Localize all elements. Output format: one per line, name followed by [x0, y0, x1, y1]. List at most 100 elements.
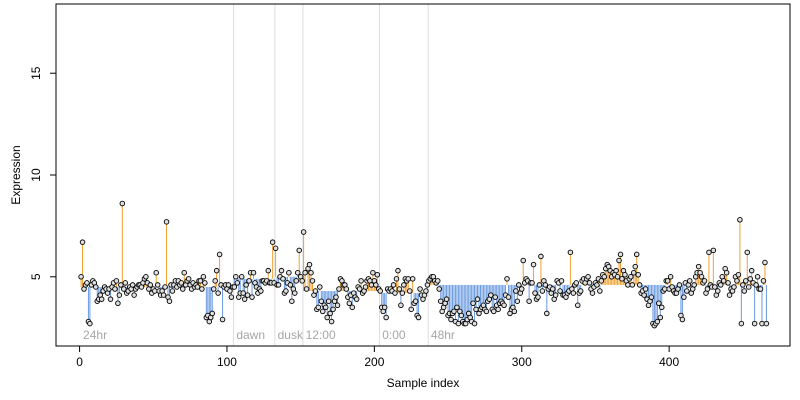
data-point [720, 278, 727, 284]
data-point [215, 290, 221, 296]
data-point [514, 298, 521, 304]
data-point [409, 276, 416, 282]
data-point [473, 306, 479, 313]
data-point [656, 300, 662, 307]
data-point [458, 312, 465, 319]
data-point [194, 284, 201, 290]
data-point [303, 286, 310, 292]
data-point [219, 316, 226, 323]
data-point [454, 304, 460, 311]
data-point [210, 286, 217, 292]
data-point [704, 286, 711, 292]
data-point [629, 282, 636, 288]
data-point [488, 292, 494, 298]
data-point [734, 278, 740, 284]
data-point [513, 288, 519, 294]
data-point [162, 284, 168, 290]
x-tick-label: 300 [512, 355, 532, 369]
data-point [659, 304, 665, 311]
segment-label: 24hr [83, 328, 107, 342]
data-point [706, 249, 712, 256]
data-point [238, 274, 245, 280]
data-point [346, 300, 353, 307]
data-point [613, 267, 619, 274]
data-point [334, 302, 341, 309]
data-points [78, 200, 770, 329]
data-point [661, 286, 668, 292]
x-tick-label: 100 [217, 355, 237, 369]
data-point [763, 320, 770, 327]
data-point [269, 239, 276, 245]
data-point [715, 288, 721, 294]
data-point [287, 282, 294, 288]
data-point [166, 298, 173, 304]
data-point [549, 286, 556, 292]
data-point [567, 249, 574, 256]
data-point [483, 308, 490, 315]
x-axis-title: Sample index [387, 376, 460, 390]
data-point [318, 298, 325, 304]
segment-labels: 24hr dawn dusk 12:00 0:00 48hr [83, 328, 455, 342]
data-point [657, 314, 664, 321]
data-point [417, 286, 423, 292]
data-point [231, 284, 238, 290]
data-point [738, 320, 745, 327]
data-point [306, 261, 313, 268]
data-point [78, 274, 84, 280]
data-point [107, 296, 114, 302]
data-point [436, 286, 442, 292]
data-point [725, 280, 731, 286]
data-point [601, 274, 608, 280]
data-point [330, 306, 336, 313]
data-point [753, 282, 759, 288]
y-tick-label: 15 [29, 66, 43, 80]
data-point [79, 239, 86, 245]
segment-label: 0:00 [382, 328, 406, 342]
data-point [536, 282, 543, 288]
data-point [147, 282, 154, 288]
data-point [539, 288, 546, 294]
data-point [112, 286, 118, 292]
data-point [278, 267, 285, 274]
data-point [398, 302, 404, 309]
data-point [199, 286, 205, 292]
data-point [395, 267, 401, 274]
data-point [169, 288, 176, 294]
data-point [437, 298, 444, 304]
data-point [325, 298, 332, 304]
data-point [152, 288, 158, 294]
data-point [328, 318, 335, 325]
data-point [695, 263, 702, 270]
data-point [526, 298, 532, 304]
data-point [243, 282, 249, 288]
data-point [633, 251, 640, 258]
data-point [358, 278, 364, 284]
data-point [542, 282, 549, 288]
data-point [362, 284, 369, 290]
data-point [614, 274, 621, 280]
data-point [504, 276, 510, 282]
data-point [701, 278, 708, 284]
data-point [759, 320, 765, 327]
data-point [244, 292, 251, 298]
segment-label: 12:00 [306, 328, 336, 342]
data-point [735, 272, 742, 278]
y-axis: 5 10 15 [29, 66, 57, 280]
data-point [617, 251, 624, 258]
data-point [434, 278, 441, 284]
data-point [327, 310, 333, 317]
data-point [401, 282, 407, 288]
data-point [625, 282, 631, 288]
data-point [178, 280, 185, 286]
data-point [336, 286, 342, 292]
data-point [370, 269, 376, 276]
data-point [275, 282, 282, 288]
data-point [216, 251, 223, 258]
segment-dividers [233, 4, 429, 346]
data-point [280, 276, 286, 282]
data-point [373, 282, 379, 288]
data-point [349, 304, 356, 311]
data-point [320, 308, 326, 315]
data-point [470, 300, 476, 307]
data-point [530, 261, 537, 268]
